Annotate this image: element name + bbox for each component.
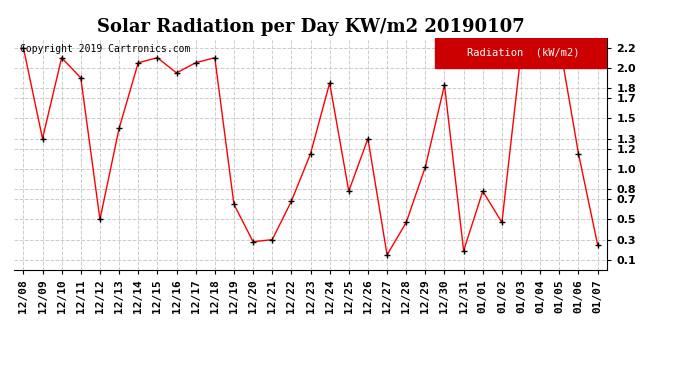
Text: Radiation  (kW/m2): Radiation (kW/m2) <box>466 48 579 58</box>
Title: Solar Radiation per Day KW/m2 20190107: Solar Radiation per Day KW/m2 20190107 <box>97 18 524 36</box>
Text: Copyright 2019 Cartronics.com: Copyright 2019 Cartronics.com <box>20 45 190 54</box>
FancyBboxPatch shape <box>435 38 610 68</box>
